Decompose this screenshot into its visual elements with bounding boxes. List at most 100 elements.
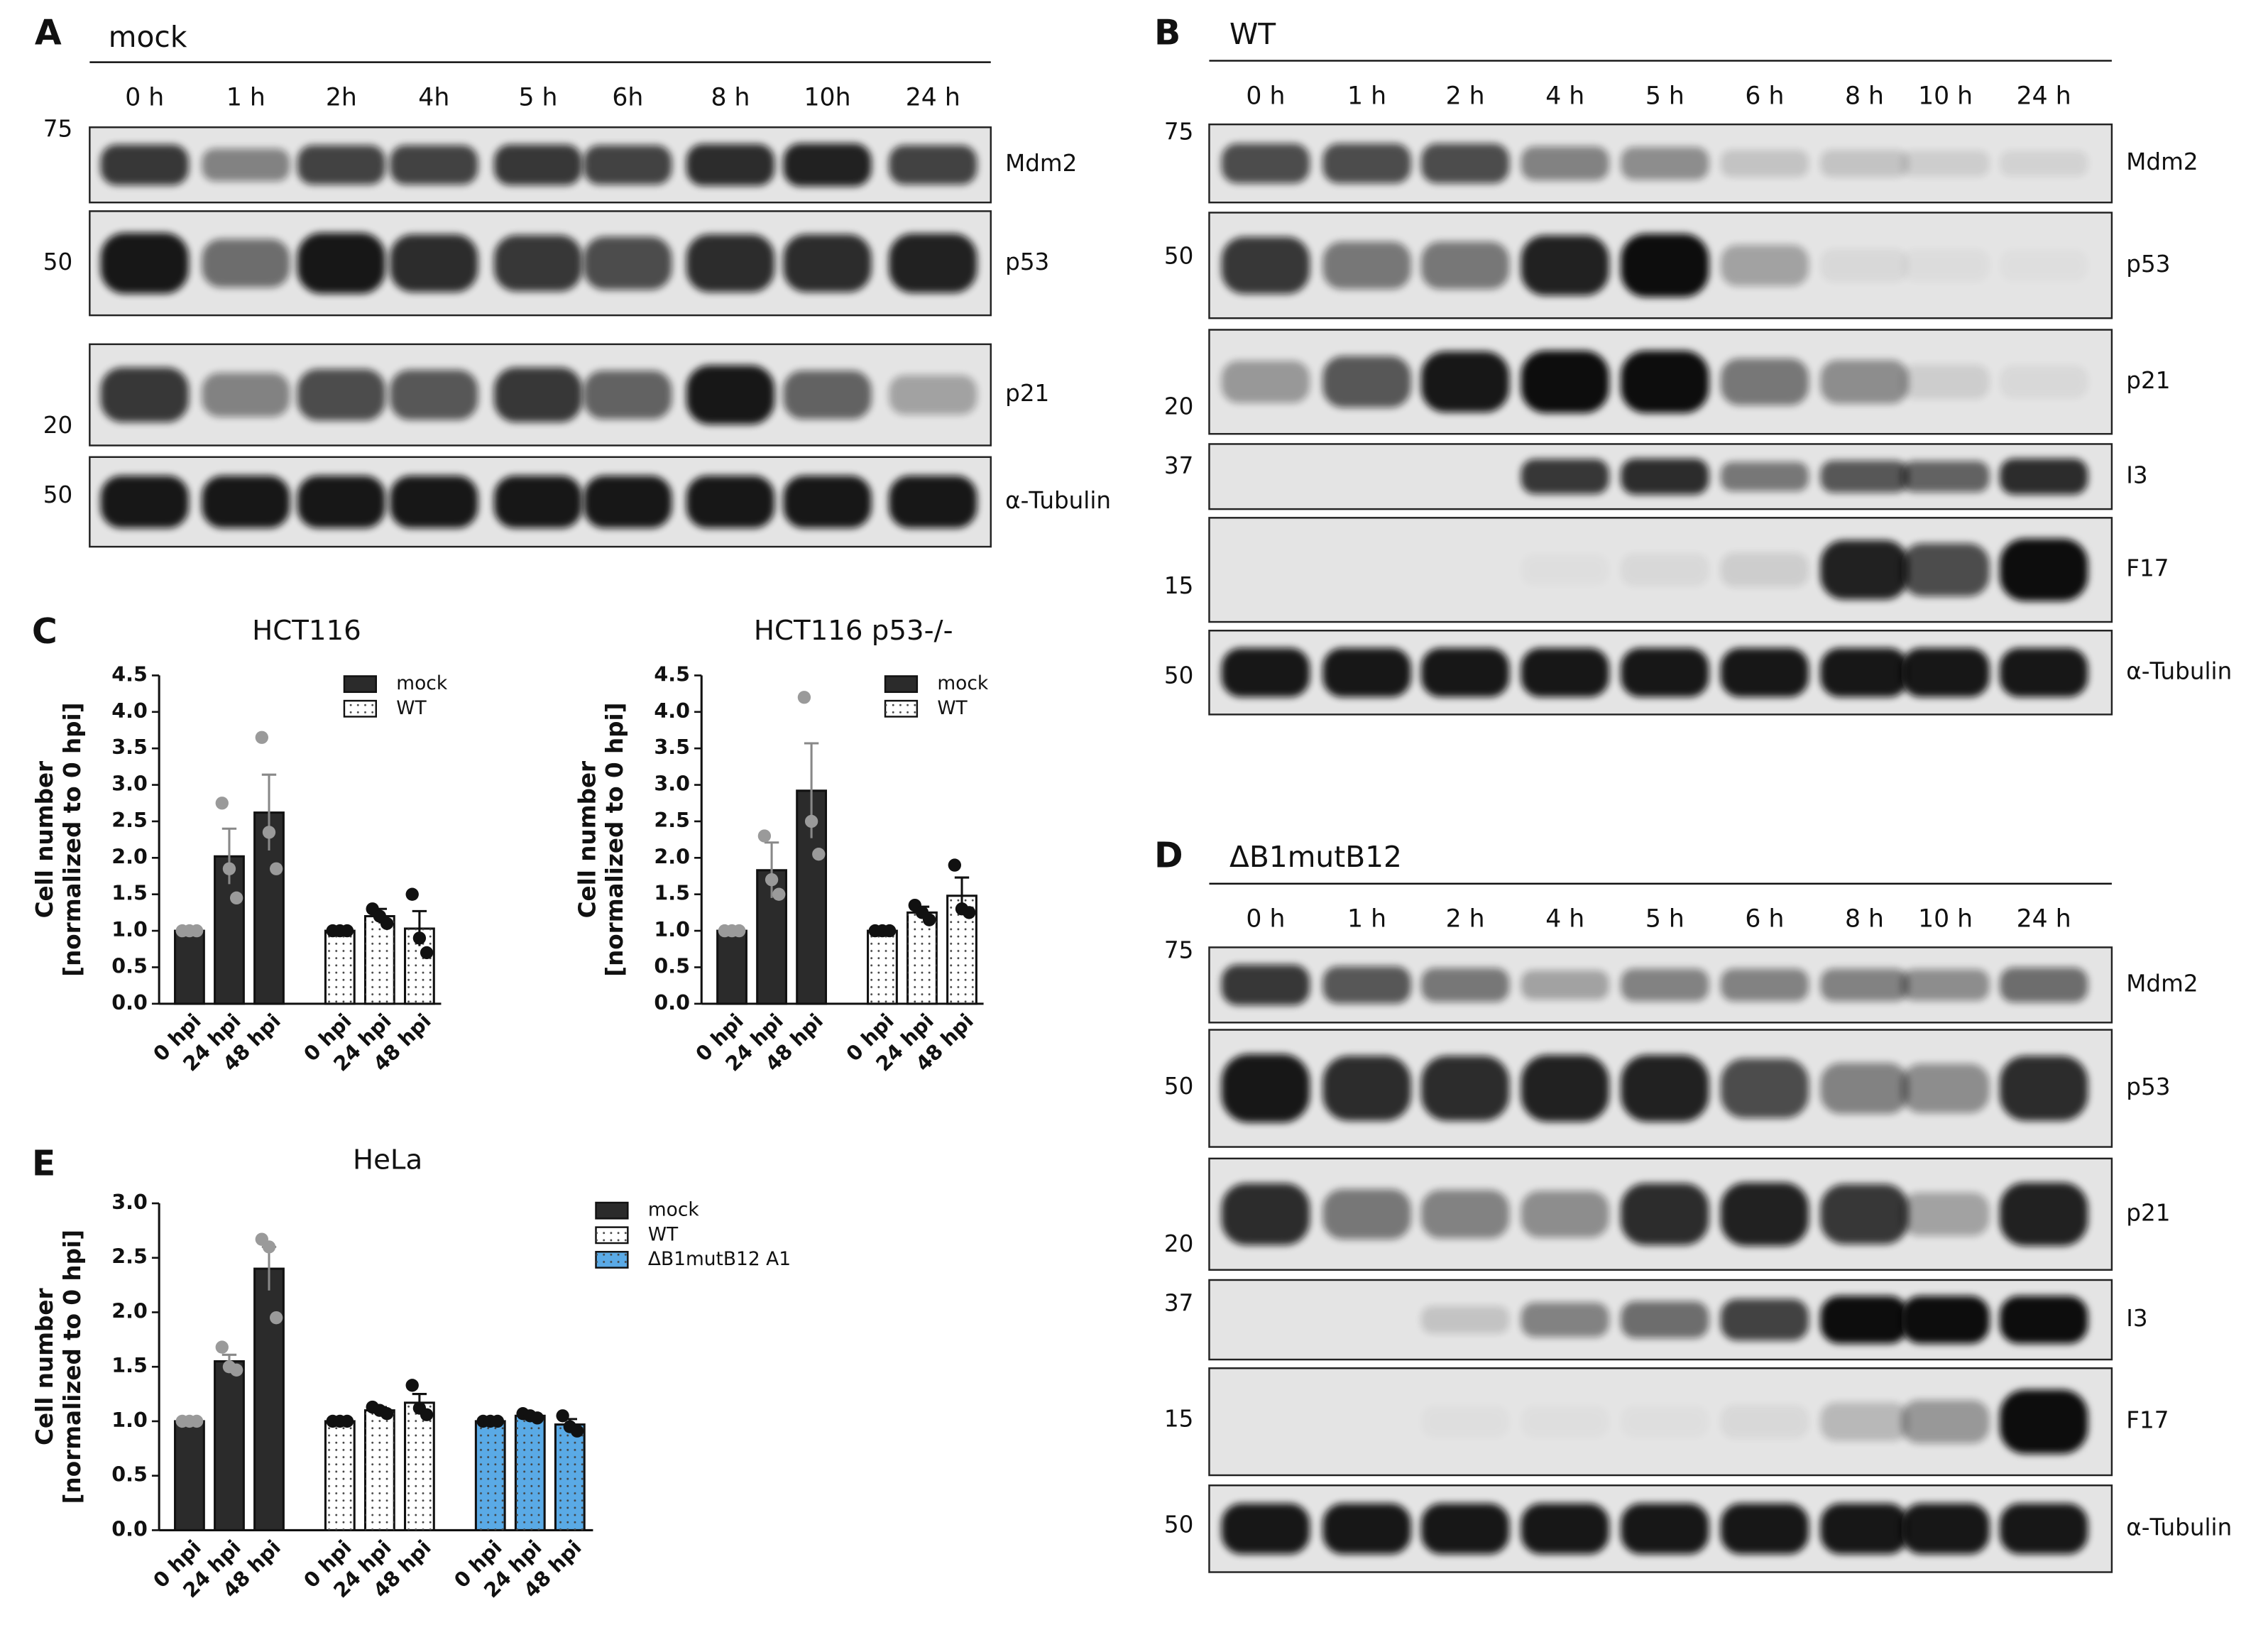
band xyxy=(1521,1406,1609,1438)
band xyxy=(1621,1183,1709,1245)
data-point xyxy=(340,1414,354,1428)
legend-label: ΔB1mutB12 A1 xyxy=(648,1248,791,1270)
blot-title: ΔB1mutB12 xyxy=(1229,840,1402,874)
band xyxy=(202,148,290,182)
data-point xyxy=(733,924,746,938)
lane-label: 8 h xyxy=(711,84,750,112)
y-tick-label: 3.0 xyxy=(111,1191,148,1214)
band xyxy=(297,232,385,294)
band xyxy=(2000,249,2088,282)
band xyxy=(1621,1301,1709,1339)
data-point xyxy=(530,1411,544,1425)
band xyxy=(1521,647,1609,697)
band xyxy=(1221,1503,1310,1555)
y-tick-label: 2.0 xyxy=(111,845,148,868)
band xyxy=(1901,1192,1990,1236)
band xyxy=(1420,1503,1510,1555)
band xyxy=(2000,1182,2088,1246)
y-tick-label: 0.0 xyxy=(654,991,690,1014)
data-point xyxy=(412,931,427,945)
bar-pattern xyxy=(476,1421,505,1531)
band xyxy=(1820,248,1909,283)
y-axis-label: [normalized to 0 hpi] xyxy=(59,1230,86,1504)
data-point xyxy=(420,946,434,960)
row-label: p21 xyxy=(2126,1199,2170,1226)
band xyxy=(1820,1503,1909,1555)
y-tick-label: 2.0 xyxy=(654,845,690,868)
band xyxy=(1521,350,1609,413)
band xyxy=(1621,458,1709,495)
band xyxy=(390,475,478,528)
data-point xyxy=(190,1414,204,1428)
band xyxy=(1322,647,1411,697)
bar-pattern xyxy=(555,1424,585,1531)
y-tick-label: 4.0 xyxy=(654,699,690,723)
data-point xyxy=(215,797,229,810)
data-point xyxy=(923,913,936,926)
band xyxy=(1720,1503,1809,1555)
row-label: F17 xyxy=(2126,1407,2169,1434)
blot-title: WT xyxy=(1229,17,1276,51)
legend-swatch xyxy=(343,675,378,694)
lane-label: 1 h xyxy=(1347,905,1386,934)
data-point xyxy=(556,1409,569,1423)
legend-label: mock xyxy=(937,672,989,694)
y-tick-label: 1.5 xyxy=(654,882,690,905)
row-label: Mdm2 xyxy=(2126,148,2198,175)
band xyxy=(202,475,290,528)
band xyxy=(1820,360,1909,404)
band xyxy=(1720,244,1809,286)
size-marker: 50 xyxy=(1164,243,1193,270)
band xyxy=(1221,1054,1310,1123)
data-point xyxy=(765,873,779,887)
y-tick-label: 0.5 xyxy=(654,954,690,978)
bar-pattern xyxy=(907,912,937,1004)
legend-swatch-pattern xyxy=(885,701,917,717)
band xyxy=(1521,459,1609,495)
band xyxy=(2000,967,2088,1003)
band xyxy=(1901,364,1990,400)
lane-label: 24 h xyxy=(906,84,960,112)
data-point xyxy=(804,814,818,828)
band xyxy=(1621,1406,1709,1438)
band xyxy=(2000,458,2088,495)
band xyxy=(1720,968,1809,1002)
band xyxy=(493,475,583,528)
data-point xyxy=(570,1424,584,1438)
bar xyxy=(174,929,205,1005)
band xyxy=(1901,249,1989,282)
row-label: Mdm2 xyxy=(2126,970,2198,997)
y-tick-label: 1.0 xyxy=(111,1409,148,1432)
bar-pattern xyxy=(325,1421,355,1531)
size-marker: 50 xyxy=(43,481,72,508)
band xyxy=(1521,554,1609,586)
legend-label: mock xyxy=(396,672,448,694)
band xyxy=(783,475,872,528)
row-label: p53 xyxy=(1005,248,1049,275)
band xyxy=(1720,1298,1809,1341)
row-label: α-Tubulin xyxy=(1005,487,1111,514)
bar xyxy=(253,1267,285,1531)
band xyxy=(1901,969,1990,1001)
bar-pattern xyxy=(325,931,355,1004)
size-marker: 50 xyxy=(1164,662,1193,689)
lane-label: 8 h xyxy=(1845,905,1884,934)
band xyxy=(390,145,478,185)
y-tick-label: 2.0 xyxy=(111,1299,148,1323)
lane-label: 2h xyxy=(326,84,357,112)
legend-swatch-pattern xyxy=(596,1252,628,1268)
band xyxy=(1820,968,1909,1002)
band xyxy=(1720,1058,1809,1119)
lane-label: 10 h xyxy=(1918,82,1973,110)
legend-label: WT xyxy=(396,697,427,719)
legend-label: WT xyxy=(648,1223,679,1245)
band xyxy=(1820,647,1909,697)
data-point xyxy=(812,848,826,861)
band xyxy=(783,143,872,187)
band xyxy=(1420,647,1510,697)
band xyxy=(100,144,189,185)
lane-label: 24 h xyxy=(2017,905,2071,934)
y-tick-label: 3.5 xyxy=(111,735,148,759)
band xyxy=(1521,970,1609,1000)
